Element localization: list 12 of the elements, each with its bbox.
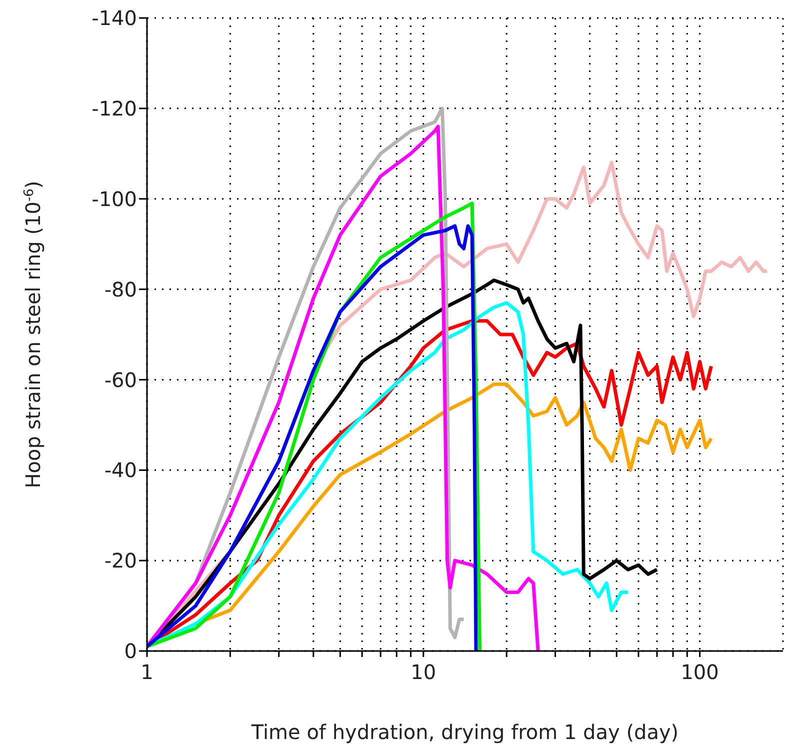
y-tick-label: -40 bbox=[104, 458, 137, 482]
y-tick-label: -80 bbox=[104, 277, 137, 302]
y-tick-label: -100 bbox=[92, 186, 137, 211]
x-tick-label: 100 bbox=[680, 660, 719, 684]
y-tick-label: -120 bbox=[92, 96, 137, 121]
y-tick-label: -20 bbox=[104, 548, 137, 573]
y-tick-label: 0 bbox=[124, 639, 137, 664]
y-tick-label: -140 bbox=[92, 6, 137, 30]
x-axis-title: Time of hydration, drying from 1 day (day) bbox=[250, 720, 679, 744]
y-tick-label: -60 bbox=[104, 368, 137, 392]
x-tick-label: 10 bbox=[410, 660, 436, 684]
x-tick-label: 1 bbox=[140, 660, 154, 684]
